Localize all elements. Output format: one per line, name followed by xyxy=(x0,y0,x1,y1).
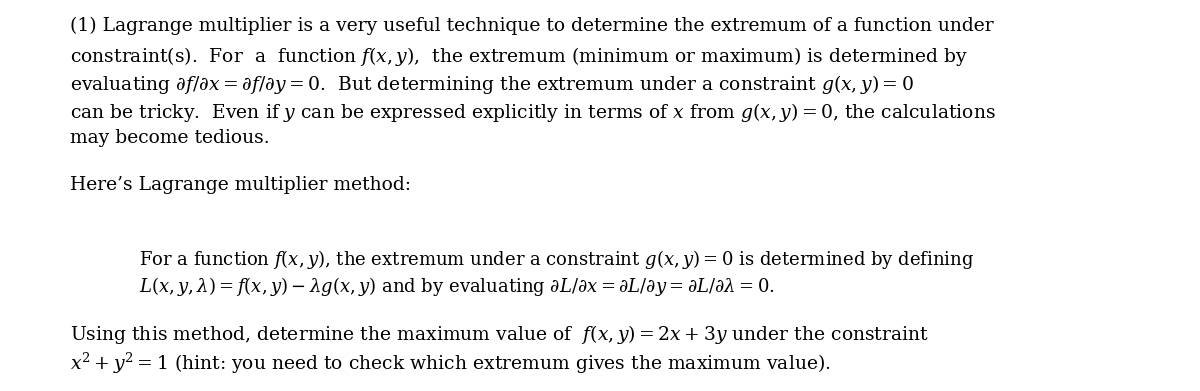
Text: $L(x, y, \lambda) = f(x, y) - \lambda g(x, y)$ and by evaluating $\partial L/\pa: $L(x, y, \lambda) = f(x, y) - \lambda g(… xyxy=(139,276,775,298)
Text: $x^2 + y^2 = 1$ (hint: you need to check which extremum gives the maximum value): $x^2 + y^2 = 1$ (hint: you need to check… xyxy=(70,351,830,376)
Text: evaluating $\partial f/\partial x = \partial f/\partial y = 0$.  But determining: evaluating $\partial f/\partial x = \par… xyxy=(70,73,914,96)
Text: (1) Lagrange multiplier is a very useful technique to determine the extremum of : (1) Lagrange multiplier is a very useful… xyxy=(70,17,994,35)
Text: constraint(s).  For  a  function $f(x, y)$,  the extremum (minimum or maximum) i: constraint(s). For a function $f(x, y)$,… xyxy=(70,45,968,68)
Text: can be tricky.  Even if $y$ can be expressed explicitly in terms of $x$ from $g(: can be tricky. Even if $y$ can be expres… xyxy=(70,101,996,124)
Text: Here’s Lagrange multiplier method:: Here’s Lagrange multiplier method: xyxy=(70,176,412,194)
Text: For a function $f(x, y)$, the extremum under a constraint $g(x, y) = 0$ is deter: For a function $f(x, y)$, the extremum u… xyxy=(139,248,974,271)
Text: Using this method, determine the maximum value of  $f(x,y) = 2x + 3y$ under the : Using this method, determine the maximum… xyxy=(70,323,929,346)
Text: may become tedious.: may become tedious. xyxy=(70,129,270,147)
